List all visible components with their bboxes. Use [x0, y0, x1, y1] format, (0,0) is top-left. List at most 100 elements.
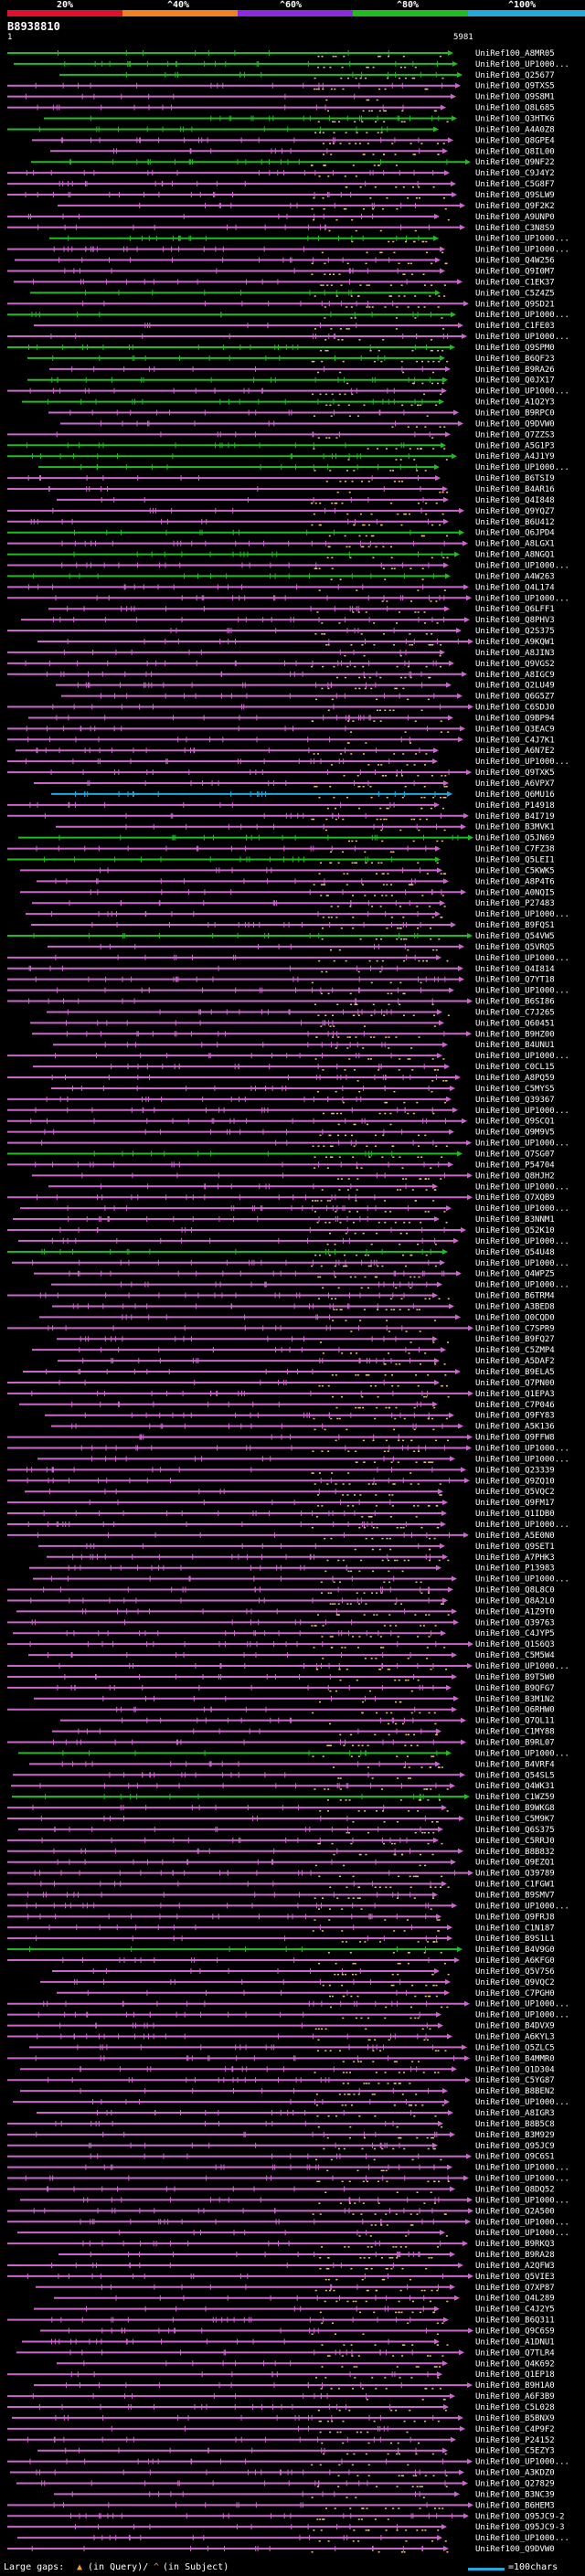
hit-label[interactable]: UniRef100_Q9SD21: [475, 300, 555, 309]
hit-label[interactable]: UniRef100_A9KQW1: [475, 638, 555, 647]
hit-label[interactable]: UniRef100_Q1IDB0: [475, 1510, 555, 1519]
hit-label[interactable]: UniRef100_UP1000...: [475, 1182, 569, 1192]
hit-label[interactable]: UniRef100_Q23339: [475, 1466, 555, 1475]
hit-label[interactable]: UniRef100_B6TRM4: [475, 1292, 555, 1301]
hit-label[interactable]: UniRef100_UP1000...: [475, 387, 569, 397]
hit-label[interactable]: UniRef100_UP1000...: [475, 1662, 569, 1671]
hit-label[interactable]: UniRef100_C7PGH0: [475, 1989, 555, 1998]
hit-label[interactable]: UniRef100_UP1000...: [475, 1237, 569, 1246]
hit-label[interactable]: UniRef100_B9SMV7: [475, 1891, 555, 1900]
hit-label[interactable]: UniRef100_A9UNP0: [475, 213, 555, 222]
hit-label[interactable]: UniRef100_Q9NF22: [475, 158, 555, 167]
hit-label[interactable]: UniRef100_A8P4T6: [475, 877, 555, 886]
hit-label[interactable]: UniRef100_C5ZMP4: [475, 1346, 555, 1355]
hit-label[interactable]: UniRef100_A5K136: [475, 1423, 555, 1432]
hit-label[interactable]: UniRef100_UP1000...: [475, 463, 569, 472]
hit-label[interactable]: UniRef100_Q8L685: [475, 104, 555, 113]
hit-label[interactable]: UniRef100_Q9YQZ7: [475, 507, 555, 516]
hit-label[interactable]: UniRef100_A1Q2Y3: [475, 398, 555, 408]
hit-label[interactable]: UniRef100_C5RRJ0: [475, 1837, 555, 1846]
hit-label[interactable]: UniRef100_Q2S375: [475, 627, 555, 636]
hit-label[interactable]: UniRef100_C3N8S9: [475, 224, 555, 233]
hit-label[interactable]: UniRef100_A6KYL3: [475, 2033, 555, 2042]
hit-label[interactable]: UniRef100_Q9SLW9: [475, 191, 555, 200]
hit-label[interactable]: UniRef100_Q6JPD4: [475, 529, 555, 538]
hit-label[interactable]: UniRef100_C1WZ59: [475, 1793, 555, 1802]
hit-label[interactable]: UniRef100_Q3EAC9: [475, 725, 555, 734]
hit-label[interactable]: UniRef100_Q8PHV3: [475, 616, 555, 625]
hit-label[interactable]: UniRef100_A8JIN3: [475, 649, 555, 658]
hit-label[interactable]: UniRef100_Q9M9V5: [475, 1129, 555, 1138]
hit-label[interactable]: UniRef100_Q9FFW8: [475, 1434, 555, 1443]
hit-label[interactable]: UniRef100_Q4I848: [475, 496, 555, 505]
hit-label[interactable]: UniRef100_A6N7E2: [475, 747, 555, 756]
hit-label[interactable]: UniRef100_C5Z4Z5: [475, 289, 555, 298]
hit-label[interactable]: UniRef100_UP1000...: [475, 235, 569, 244]
hit-label[interactable]: UniRef100_C5G8F7: [475, 180, 555, 189]
hit-label[interactable]: UniRef100_Q54U48: [475, 1248, 555, 1257]
hit-label[interactable]: UniRef100_UP1000...: [475, 1259, 569, 1268]
hit-label[interactable]: UniRef100_Q9BP94: [475, 714, 555, 723]
hit-label[interactable]: UniRef100_UP1000...: [475, 987, 569, 996]
hit-label[interactable]: UniRef100_UP1000...: [475, 1902, 569, 1911]
hit-label[interactable]: UniRef100_UP1000...: [475, 561, 569, 570]
hit-label[interactable]: UniRef100_B3MVK1: [475, 823, 555, 832]
hit-label[interactable]: UniRef100_UP1000...: [475, 311, 569, 320]
hit-label[interactable]: UniRef100_UP1000...: [475, 910, 569, 919]
hit-label[interactable]: UniRef100_B3M1N2: [475, 1695, 555, 1704]
hit-label[interactable]: UniRef100_Q54VW5: [475, 932, 555, 941]
hit-label[interactable]: UniRef100_Q9FM17: [475, 1499, 555, 1508]
hit-label[interactable]: UniRef100_A8LGX1: [475, 540, 555, 549]
hit-label[interactable]: UniRef100_P54704: [475, 1161, 555, 1170]
hit-label[interactable]: UniRef100_B4DVX9: [475, 2022, 555, 2031]
hit-label[interactable]: UniRef100_A7PHK3: [475, 1553, 555, 1563]
hit-label[interactable]: UniRef100_C1N187: [475, 1924, 555, 1933]
hit-label[interactable]: UniRef100_B9WKG8: [475, 1804, 555, 1813]
hit-label[interactable]: UniRef100_A5E0N0: [475, 1532, 555, 1541]
hit-label[interactable]: UniRef100_Q9VQC2: [475, 1978, 555, 1988]
hit-label[interactable]: UniRef100_Q5LEI1: [475, 855, 555, 864]
hit-label[interactable]: UniRef100_Q9SCQ1: [475, 1118, 555, 1127]
hit-label[interactable]: UniRef100_Q4I814: [475, 965, 555, 974]
hit-label[interactable]: UniRef100_UP1000...: [475, 1107, 569, 1116]
hit-label[interactable]: UniRef100_B4VRF4: [475, 1760, 555, 1769]
hit-label[interactable]: UniRef100_Q9SET1: [475, 1542, 555, 1552]
hit-label[interactable]: UniRef100_C5KWK5: [475, 866, 555, 875]
hit-label[interactable]: UniRef100_B4AR16: [475, 485, 555, 494]
hit-label[interactable]: UniRef100_Q1S6Q3: [475, 1640, 555, 1649]
hit-label[interactable]: UniRef100_UP1000...: [475, 1521, 569, 1530]
hit-label[interactable]: UniRef100_Q6G5Z7: [475, 693, 555, 702]
hit-label[interactable]: UniRef100_B4UNU1: [475, 1041, 555, 1050]
hit-label[interactable]: UniRef100_UP1000...: [475, 1052, 569, 1061]
hit-label[interactable]: UniRef100_Q5VRQ5: [475, 943, 555, 952]
hit-label[interactable]: UniRef100_A4A0Z8: [475, 125, 555, 134]
hit-label[interactable]: UniRef100_Q7SG07: [475, 1150, 555, 1159]
hit-label[interactable]: UniRef100_C1EK37: [475, 278, 555, 287]
hit-label[interactable]: UniRef100_Q4WK31: [475, 1782, 555, 1791]
hit-label[interactable]: UniRef100_Q39367: [475, 1096, 555, 1105]
hit-label[interactable]: UniRef100_Q9F2K2: [475, 202, 555, 211]
hit-label[interactable]: UniRef100_UP1000...: [475, 594, 569, 603]
hit-label[interactable]: UniRef100_Q4L174: [475, 583, 555, 592]
hit-label[interactable]: UniRef100_A4W263: [475, 572, 555, 581]
hit-label[interactable]: UniRef100_B9FQ27: [475, 1335, 555, 1344]
hit-label[interactable]: UniRef100_Q9ZQ10: [475, 1477, 555, 1486]
hit-label[interactable]: UniRef100_B9RA26: [475, 366, 555, 375]
hit-label[interactable]: UniRef100_A6VPX7: [475, 779, 555, 789]
hit-label[interactable]: UniRef100_C4JYP5: [475, 1629, 555, 1638]
hit-label[interactable]: UniRef100_UP1000...: [475, 758, 569, 767]
hit-label[interactable]: UniRef100_A8MR05: [475, 49, 555, 58]
hit-label[interactable]: UniRef100_C4J7K1: [475, 736, 555, 745]
hit-label[interactable]: UniRef100_C7SPR9: [475, 1324, 555, 1333]
hit-label[interactable]: UniRef100_Q2LU49: [475, 682, 555, 691]
hit-label[interactable]: UniRef100_B9S1L1: [475, 1935, 555, 1944]
hit-label[interactable]: UniRef100_B9T5W0: [475, 1673, 555, 1682]
hit-label[interactable]: UniRef100_UP1000...: [475, 1749, 569, 1758]
hit-label[interactable]: UniRef100_Q8HJH2: [475, 1171, 555, 1181]
hit-label[interactable]: UniRef100_Q8L8C0: [475, 1586, 555, 1595]
hit-label[interactable]: UniRef100_Q7XQB9: [475, 1193, 555, 1203]
hit-label[interactable]: UniRef100_UP1000...: [475, 1140, 569, 1149]
hit-label[interactable]: UniRef100_C5M9K7: [475, 1815, 555, 1824]
hit-label[interactable]: UniRef100_A1Z9T0: [475, 1607, 555, 1617]
hit-label[interactable]: UniRef100_Q9FRJ8: [475, 1913, 555, 1922]
